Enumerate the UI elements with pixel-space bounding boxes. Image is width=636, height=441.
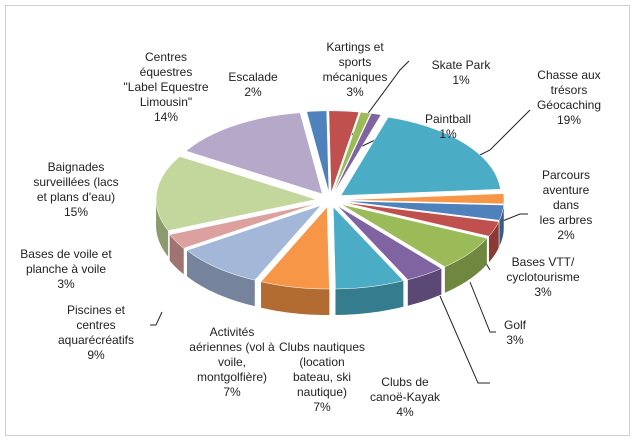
- slice-side: [169, 234, 184, 275]
- data-label: Parcours aventure dans les arbres 2%: [531, 168, 601, 243]
- value-label: 7%: [223, 385, 241, 399]
- category-label: Activités aériennes (vol à voile, montgo…: [189, 325, 275, 384]
- slice: [341, 204, 488, 268]
- slice: [333, 113, 382, 194]
- slice: [332, 111, 371, 194]
- slice-side: [335, 280, 404, 315]
- slice: [185, 112, 323, 195]
- category-label: Chasse aux trésors Géocaching: [536, 68, 602, 112]
- value-label: 4%: [396, 405, 414, 419]
- category-label: Baignades surveillées (lacs et plans d'e…: [33, 160, 119, 204]
- value-label: 2%: [244, 85, 262, 99]
- category-label: Parcours aventure dans les arbres: [539, 168, 593, 227]
- value-label: 2%: [557, 228, 575, 242]
- slice: [155, 156, 318, 231]
- data-label: Paintball 1%: [425, 112, 471, 142]
- slice: [306, 110, 330, 193]
- data-label: Chasse aux trésors Géocaching 19%: [537, 68, 601, 128]
- slice: [337, 205, 442, 280]
- data-label: Bases VTT/ cyclotourisme 3%: [506, 255, 579, 300]
- data-label: Baignades surveillées (lacs et plans d'e…: [33, 160, 118, 220]
- leader-line: [469, 281, 496, 333]
- leader-line: [150, 311, 163, 326]
- category-label: Clubs nautiques (location bateau, ski na…: [278, 340, 366, 399]
- data-label: Activités aériennes (vol à voile, montgo…: [189, 325, 274, 400]
- slice: [332, 206, 404, 290]
- slice-tops: [155, 110, 505, 290]
- category-label: Bases VTT/ cyclotourisme: [506, 255, 580, 284]
- category-label: Kartings et sports mécaniques: [322, 40, 388, 84]
- data-label: Escalade 2%: [228, 70, 277, 100]
- slice-sides: [156, 199, 504, 316]
- slice-side: [261, 281, 330, 316]
- slice: [343, 200, 504, 221]
- value-label: 19%: [556, 113, 582, 127]
- data-label: Bases de voile et planche à voile 3%: [20, 247, 111, 292]
- category-label: Piscines et centres aquarécréatifs: [57, 303, 135, 347]
- value-label: 15%: [63, 205, 89, 219]
- data-label: Golf 3%: [504, 318, 526, 348]
- value-label: 7%: [313, 400, 331, 414]
- data-label: Clubs nautiques (location bateau, ski na…: [279, 340, 365, 415]
- category-label: Clubs de canoë-Kayak: [369, 375, 441, 404]
- slice: [186, 204, 322, 281]
- category-label: Paintball: [424, 112, 472, 126]
- data-label: Skate Park 1%: [432, 58, 491, 88]
- slice: [343, 202, 500, 237]
- category-label: Golf: [503, 318, 527, 332]
- slice: [169, 203, 318, 249]
- slice: [343, 193, 505, 205]
- slice-side: [444, 238, 487, 293]
- slice-side: [187, 250, 255, 307]
- value-label: 9%: [87, 348, 105, 362]
- category-label: Centres équestres "Label Equestre Limous…: [123, 50, 209, 109]
- value-label: 14%: [153, 110, 179, 124]
- data-label: Kartings et sports mécaniques 3%: [323, 40, 388, 100]
- data-label: Centres équestres "Label Equestre Limous…: [124, 50, 209, 125]
- leader-line: [499, 213, 528, 223]
- value-label: 3%: [346, 85, 364, 99]
- leader-line: [439, 295, 490, 384]
- value-label: 1%: [439, 127, 457, 141]
- category-label: Skate Park: [431, 58, 491, 72]
- value-label: 3%: [534, 285, 552, 299]
- category-label: Bases de voile et planche à voile: [20, 247, 112, 276]
- category-label: Escalade: [228, 70, 278, 84]
- slice-side: [499, 205, 504, 247]
- value-label: 3%: [506, 333, 524, 347]
- data-label: Clubs de canoë-Kayak 4%: [370, 375, 440, 420]
- value-label: 1%: [452, 73, 470, 87]
- slice: [340, 116, 501, 196]
- value-label: 3%: [57, 277, 75, 291]
- slice: [260, 206, 330, 290]
- data-label: Piscines et centres aquarécréatifs 9%: [58, 303, 134, 363]
- slice: [328, 110, 360, 193]
- slice-side: [156, 199, 169, 257]
- slice-side: [407, 268, 442, 306]
- slice-side: [488, 221, 499, 263]
